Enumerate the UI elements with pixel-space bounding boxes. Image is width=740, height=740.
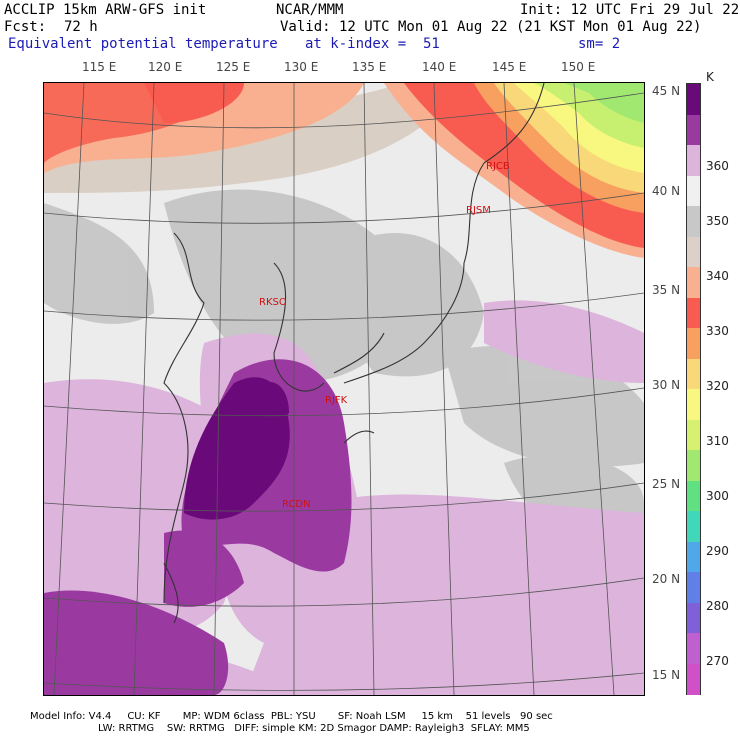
smooth-info: sm= 2	[578, 36, 621, 52]
model-title: ACCLIP 15km ARW-GFS init	[4, 2, 207, 18]
lat-label: 20 N	[652, 572, 681, 586]
colorbar-segment	[687, 358, 700, 390]
colorbar-segment	[687, 84, 700, 115]
init-time: Init: 12 UTC Fri 29 Jul 22	[520, 2, 740, 18]
colorbar-segment	[687, 114, 700, 146]
lon-label: 125 E	[216, 60, 251, 74]
colorbar-label: 340	[706, 269, 729, 283]
lon-label: 120 E	[148, 60, 183, 74]
lat-label: 40 N	[652, 184, 681, 198]
colorbar-segment	[687, 633, 700, 664]
station-label: RKSO	[259, 297, 287, 308]
colorbar-segment	[687, 511, 700, 542]
colorbar-label: 350	[706, 214, 729, 228]
lon-label: 145 E	[492, 60, 527, 74]
colorbar-segment	[687, 663, 700, 695]
station-label: RJCB	[486, 161, 510, 172]
colorbar-label: 280	[706, 599, 729, 613]
station-label: RJSM	[466, 205, 491, 216]
colorbar-segment	[687, 267, 700, 298]
org-label: NCAR/MMM	[276, 2, 344, 18]
fcst-label: Fcst:	[4, 19, 47, 35]
station-label: RJFK	[325, 395, 348, 406]
colorbar-segment	[687, 480, 700, 512]
lat-label: 30 N	[652, 378, 681, 392]
colorbar-segment	[687, 541, 700, 573]
model-info-line1: Model Info: V4.4 CU: KF MP: WDM 6class P…	[30, 711, 553, 722]
colorbar-segment	[687, 328, 700, 359]
level-info: at k-index = 51	[305, 36, 440, 52]
lon-label: 115 E	[82, 60, 117, 74]
colorbar-segment	[687, 206, 700, 237]
colorbar-segment	[687, 602, 700, 634]
colorbar-label: 270	[706, 654, 729, 668]
colorbar-segment	[687, 419, 700, 451]
lat-label: 25 N	[652, 477, 681, 491]
colorbar	[686, 83, 701, 695]
colorbar-segment	[687, 572, 700, 603]
field-name: Equivalent potential temperature	[8, 36, 278, 52]
colorbar-label: 320	[706, 379, 729, 393]
valid-time: Valid: 12 UTC Mon 01 Aug 22 (21 KST Mon …	[280, 19, 702, 35]
lon-label: 140 E	[422, 60, 457, 74]
colorbar-unit: K	[706, 70, 714, 84]
colorbar-segment	[687, 389, 700, 420]
colorbar-label: 300	[706, 489, 729, 503]
colorbar-segment	[687, 145, 700, 176]
colorbar-label: 360	[706, 159, 729, 173]
lat-label: 35 N	[652, 283, 681, 297]
lat-label: 45 N	[652, 84, 681, 98]
model-info-line2: LW: RRTMG SW: RRTMG DIFF: simple KM: 2D …	[98, 723, 530, 734]
lon-label: 150 E	[561, 60, 596, 74]
lon-label: 130 E	[284, 60, 319, 74]
colorbar-label: 290	[706, 544, 729, 558]
colorbar-label: 330	[706, 324, 729, 338]
colorbar-segment	[687, 236, 700, 268]
theta-e-map	[43, 82, 645, 696]
station-label: RCDN	[282, 499, 311, 510]
fcst-value: 72 h	[64, 19, 98, 35]
lon-label: 135 E	[352, 60, 387, 74]
colorbar-label: 310	[706, 434, 729, 448]
lat-label: 15 N	[652, 668, 681, 682]
colorbar-segment	[687, 450, 700, 481]
colorbar-segment	[687, 297, 700, 329]
colorbar-segment	[687, 175, 700, 207]
